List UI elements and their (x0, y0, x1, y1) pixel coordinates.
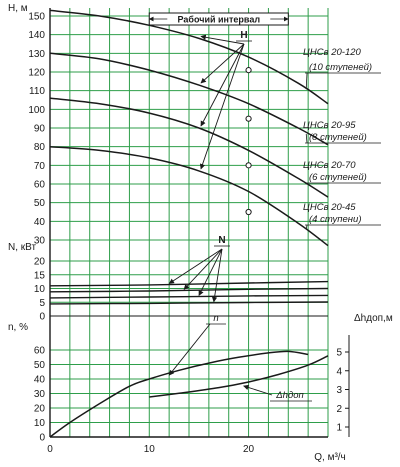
operating-point (245, 162, 252, 169)
series-sublabel: (10 ступеней) (309, 62, 372, 73)
power-curve (49, 280, 329, 287)
y-tick-label: 40 (34, 217, 46, 228)
npsh-label-arrow (243, 384, 273, 396)
n-marker-arrow (198, 248, 223, 296)
operating-point (245, 115, 252, 122)
y-axis-label: N, кВт (8, 242, 36, 253)
x-tick-label: 10 (144, 444, 156, 455)
x-tick-label: 0 (47, 444, 53, 455)
series-leader (305, 182, 308, 185)
y-tick-label: 10 (34, 418, 46, 429)
h-marker-arrow (200, 43, 245, 84)
y-tick-label: 0 (39, 312, 45, 323)
power-curve (49, 301, 329, 305)
y-tick-label: 150 (28, 12, 45, 23)
y-tick-label: 50 (34, 360, 46, 371)
n-marker: N (218, 235, 225, 246)
h-marker-arrow (200, 43, 245, 127)
curves (49, 9, 329, 438)
efficiency-curve (49, 350, 309, 438)
series-label: ЦНСв 20-70 (303, 160, 356, 171)
h-marker-arrow (199, 43, 245, 170)
y2-tick-label: 1 (336, 423, 342, 434)
n-marker-arrow (183, 248, 223, 290)
y-tick-label: 20 (34, 404, 46, 415)
y-tick-label: 140 (28, 30, 45, 41)
operating-point (245, 208, 252, 216)
y-tick-label: 30 (34, 389, 46, 400)
series-sublabel: (8 ступеней) (309, 132, 367, 143)
y-tick-label: 60 (34, 180, 46, 191)
head-curve (49, 145, 329, 247)
y-tick-label: 100 (28, 105, 45, 116)
efficiency-label-arrow (168, 323, 211, 376)
operating-point (245, 67, 252, 74)
x-tick-label: 20 (243, 444, 255, 455)
npsh-label: Δhдоп (275, 390, 304, 401)
operating-range-label: Рабочий интервал (178, 15, 261, 25)
n-marker-arrow (211, 248, 223, 303)
operating-range-label-bg (167, 14, 271, 24)
y-tick-label: 10 (34, 284, 46, 295)
npsh-curve (149, 355, 329, 398)
y-tick-label: 60 (34, 346, 46, 357)
h-marker: H (240, 30, 247, 41)
power-curve (49, 294, 329, 299)
y-axis-label: H, м (8, 3, 28, 14)
y-tick-label: 5 (39, 298, 45, 309)
head-curve (49, 52, 329, 146)
grid (49, 8, 350, 438)
head-curve (49, 9, 329, 105)
series-leader (305, 133, 308, 144)
y-tick-label: 20 (34, 257, 46, 268)
power-curve (49, 287, 329, 293)
series-leader (305, 224, 308, 230)
efficiency-label: n (213, 313, 218, 324)
y-tick-label: 90 (34, 124, 46, 135)
series-sublabel: (6 ступеней) (309, 172, 367, 183)
y2-tick-label: 5 (336, 348, 342, 359)
series-leader (305, 72, 308, 90)
y-tick-label: 40 (34, 375, 46, 386)
head-curve (49, 97, 329, 198)
series-sublabel: (4 ступени) (309, 214, 361, 225)
y2-axis-label: Δhдоп,м (354, 313, 393, 324)
y-tick-label: 110 (29, 86, 45, 97)
y-tick-label: 120 (28, 68, 45, 79)
series-label: ЦНСв 20-95 (303, 120, 356, 131)
y-tick-label: 30 (34, 236, 46, 247)
h-marker-arrow (200, 34, 245, 45)
y-tick-label: 70 (34, 161, 46, 172)
x-axis-label: Q, м³/ч (314, 452, 346, 463)
series-label: ЦНСв 20-45 (303, 202, 356, 213)
y-tick-label: 80 (34, 142, 46, 153)
y2-tick-label: 3 (336, 385, 342, 396)
y2-tick-label: 4 (336, 366, 342, 377)
y-tick-label: 15 (34, 270, 46, 281)
n-marker-arrow (168, 248, 223, 284)
y2-tick-label: 2 (336, 404, 342, 415)
series-label: ЦНСв 20-120 (303, 47, 362, 58)
y-tick-label: 0 (39, 433, 45, 444)
y-axis-label: n, % (8, 322, 28, 333)
y-tick-label: 130 (28, 49, 45, 60)
y-tick-label: 50 (34, 198, 46, 209)
